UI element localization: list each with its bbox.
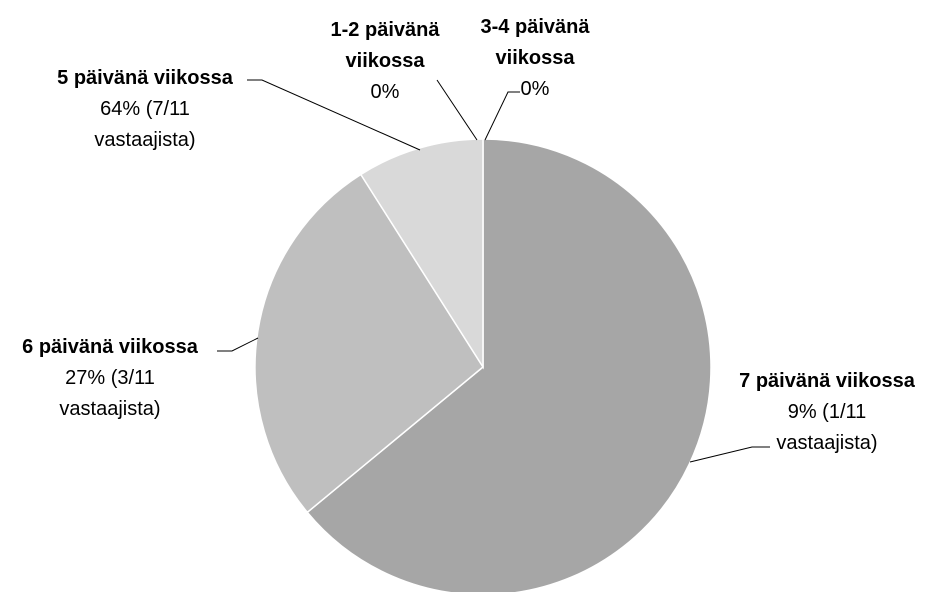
leader-line xyxy=(484,91,520,141)
slice-label: 6 päivänä viikossa 27% (3/11 vastaajista) xyxy=(0,332,225,425)
slice-label: 7 päivänä viikossa 9% (1/11 vastaajista) xyxy=(707,366,936,459)
value-label: 0% xyxy=(520,78,550,100)
category-label: 6 päivänä viikossa xyxy=(22,336,198,358)
leader-lines xyxy=(217,79,770,463)
slice xyxy=(359,138,484,370)
slice-label: 3-4 päivänä viikossa 0% xyxy=(465,12,605,105)
category-label: 5 päivänä viikossa xyxy=(57,67,233,89)
slice-label: 1-2 päivänä viikossa 0% xyxy=(315,15,455,108)
category-label: 1-2 päivänä viikossa xyxy=(330,19,440,72)
leader-line xyxy=(217,337,259,352)
value-label: 0% xyxy=(370,81,400,103)
slice xyxy=(306,138,712,592)
value-label: 64% (7/11 vastaajista) xyxy=(94,98,196,151)
leader-line xyxy=(247,79,421,151)
value-label: 9% (1/11 vastaajista) xyxy=(776,401,878,454)
value-label: 27% (3/11 vastaajista) xyxy=(59,367,161,420)
leader-line xyxy=(689,446,770,463)
category-label: 3-4 päivänä viikossa xyxy=(480,16,590,69)
slice-label: 5 päivänä viikossa 64% (7/11 vastaajista) xyxy=(25,63,265,156)
leader-line xyxy=(436,79,478,141)
slice xyxy=(254,173,484,514)
category-label: 7 päivänä viikossa xyxy=(739,370,915,392)
slices xyxy=(254,138,712,592)
